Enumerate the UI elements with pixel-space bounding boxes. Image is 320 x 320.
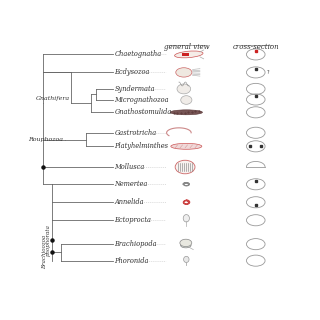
Text: Gnathostomulida: Gnathostomulida	[115, 108, 172, 116]
Ellipse shape	[176, 68, 192, 77]
Text: Platyhelminthes: Platyhelminthes	[115, 142, 168, 150]
Text: Phoronida: Phoronida	[115, 257, 149, 265]
Text: Chaetognatha: Chaetognatha	[115, 51, 162, 59]
Ellipse shape	[175, 51, 203, 58]
Text: cross-section: cross-section	[232, 43, 279, 51]
Text: Ecdysozoa: Ecdysozoa	[115, 68, 150, 76]
Text: Nemertea: Nemertea	[115, 180, 148, 188]
Text: Annelida: Annelida	[115, 198, 144, 206]
Text: Gastrotricha: Gastrotricha	[115, 129, 157, 137]
Ellipse shape	[180, 239, 192, 247]
Text: Mollusca: Mollusca	[115, 163, 145, 171]
Ellipse shape	[171, 143, 202, 149]
FancyBboxPatch shape	[182, 53, 189, 56]
Text: Gnathifera: Gnathifera	[36, 96, 70, 101]
Text: Syndermata: Syndermata	[115, 85, 155, 93]
Ellipse shape	[177, 84, 191, 94]
Ellipse shape	[175, 160, 195, 174]
Ellipse shape	[180, 243, 191, 248]
Text: ?: ?	[267, 70, 270, 75]
Text: Ectoprocta: Ectoprocta	[115, 216, 151, 224]
Text: Rouphozoa: Rouphozoa	[28, 137, 63, 142]
Ellipse shape	[181, 96, 192, 104]
Text: Micrognathozoa: Micrognathozoa	[115, 95, 169, 103]
Ellipse shape	[184, 256, 189, 262]
Text: general view: general view	[164, 43, 209, 51]
Text: Brachiopoda: Brachiopoda	[115, 240, 157, 248]
Text: Brachioozoa: Brachioozoa	[42, 235, 47, 269]
Text: phophorata: phophorata	[45, 225, 51, 256]
Ellipse shape	[183, 215, 189, 222]
Ellipse shape	[170, 110, 203, 115]
